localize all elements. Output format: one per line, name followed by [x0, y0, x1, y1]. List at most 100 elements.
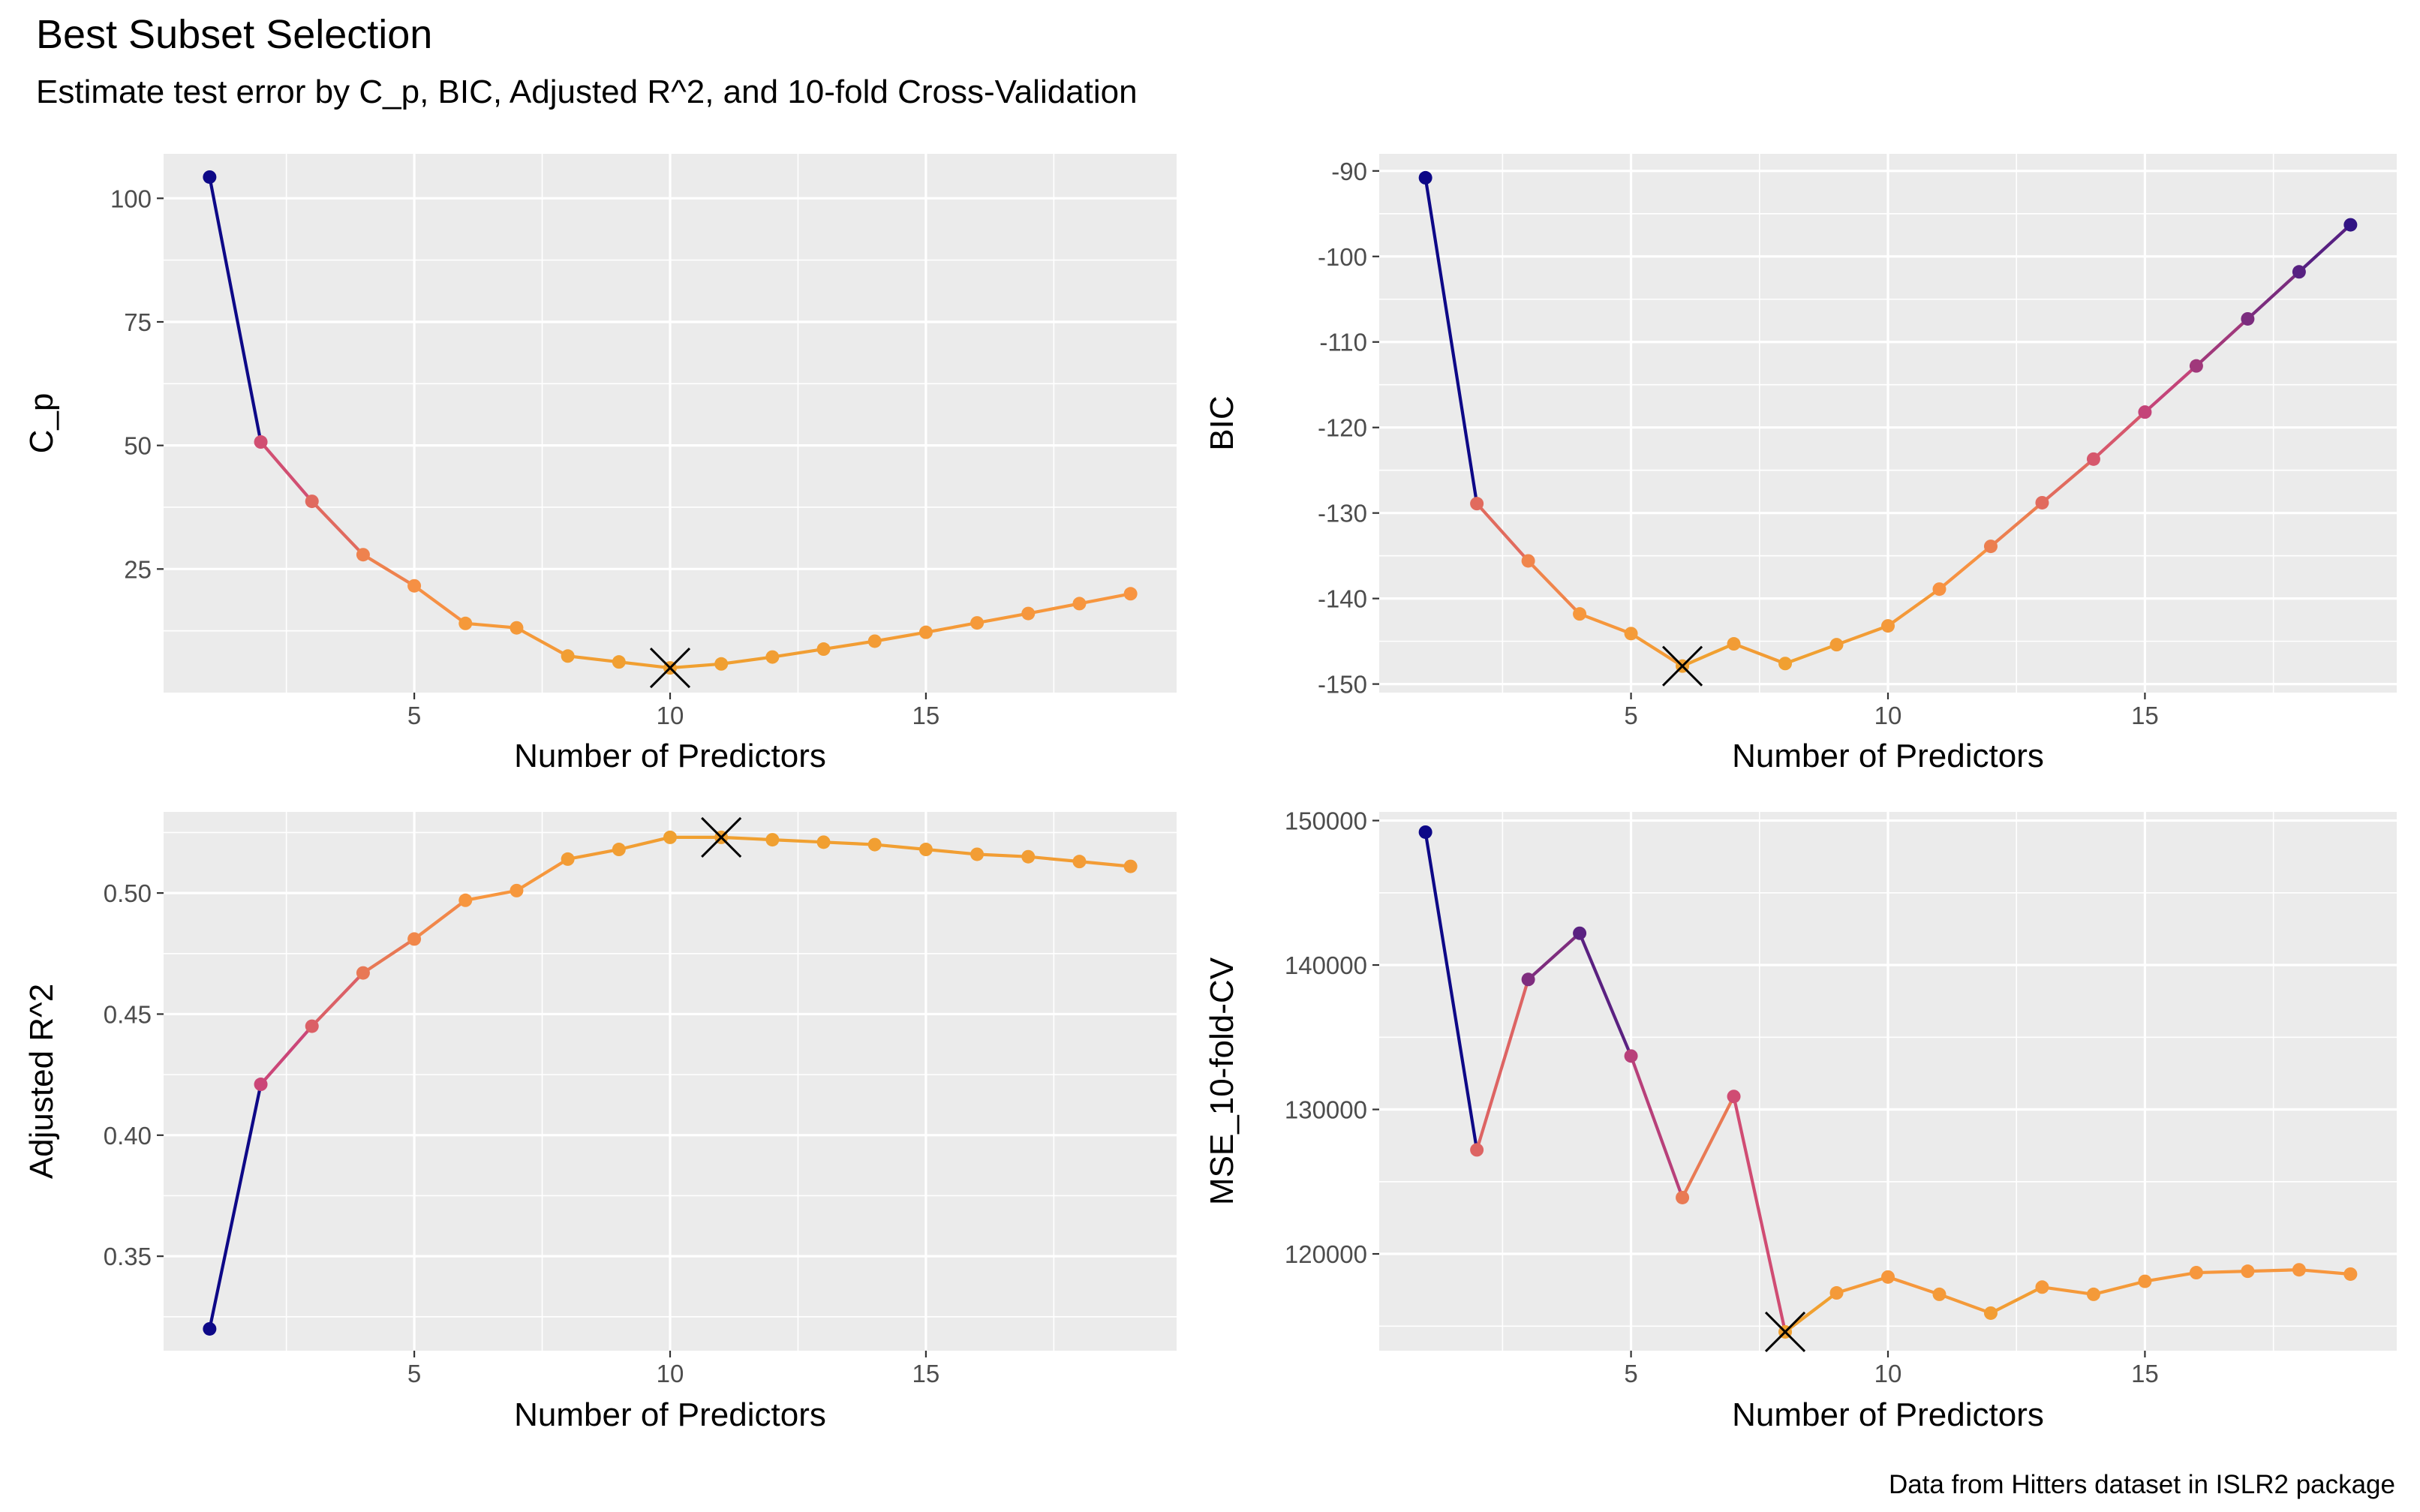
series-line-segment: [310, 499, 365, 557]
data-point: [2292, 1263, 2306, 1277]
data-point: [2189, 1266, 2203, 1280]
series-line-segment: [2091, 410, 2147, 461]
data-point: [816, 835, 831, 849]
x-tick-label: 15: [2131, 1360, 2159, 1387]
series-line-segment: [617, 835, 672, 852]
data-point: [1521, 554, 1535, 568]
series-line-segment: [566, 847, 621, 861]
data-point: [254, 1078, 268, 1092]
best-model-marker: [701, 816, 742, 858]
series-line-segment: [259, 1024, 314, 1087]
plot-subtitle: Estimate test error by C_p, BIC, Adjuste…: [36, 74, 1138, 110]
data-point: [970, 847, 985, 861]
series-line-segment: [720, 655, 774, 666]
series-line-segment: [924, 621, 979, 634]
data-point: [1418, 170, 1432, 185]
series-line-segment: [361, 937, 416, 975]
series-line-segment: [2194, 1270, 2250, 1275]
series-line-segment: [1886, 587, 1941, 628]
y-tick-label: 75: [124, 308, 152, 336]
data-point: [2241, 311, 2255, 326]
data-point: [305, 494, 319, 509]
data-point: [612, 843, 626, 857]
series-line-segment: [1475, 978, 1530, 1152]
data-point: [1470, 1143, 1484, 1157]
series-line-segment: [412, 584, 467, 625]
series-line-segment: [464, 888, 519, 902]
series-line-segment: [1577, 612, 1633, 636]
series-line-segment: [208, 175, 263, 444]
y-tick-label: 0.45: [104, 1000, 152, 1028]
series-line-segment: [1027, 855, 1081, 864]
series-line-segment: [1938, 1292, 1993, 1315]
data-point: [1881, 619, 1895, 633]
series-line-segment: [515, 626, 570, 658]
data-point: [510, 621, 524, 635]
y-tick-label: 140000: [1285, 951, 1367, 979]
data-point: [407, 579, 422, 593]
series-line-segment: [1526, 559, 1582, 616]
series-line-segment: [2091, 1279, 2147, 1297]
data-point: [1418, 825, 1432, 839]
data-point: [1829, 638, 1844, 652]
data-point: [1470, 497, 1484, 511]
y-axis-title: BIC: [1204, 395, 1240, 450]
series-line-segment: [873, 843, 928, 852]
data-point: [1983, 540, 1998, 554]
x-tick-label: 5: [407, 1360, 421, 1387]
data-point: [2292, 265, 2306, 279]
y-tick-label: -130: [1318, 500, 1367, 528]
data-point: [305, 1019, 319, 1033]
data-point: [1727, 1090, 1741, 1104]
series-line-segment: [1629, 632, 1685, 668]
data-point: [1727, 637, 1741, 651]
x-tick-label: 10: [1874, 1360, 1902, 1387]
series-line-segment: [1526, 931, 1582, 981]
data-point: [2035, 495, 2049, 510]
panel-adjusted-r2: 5 10 15 0.35 0.40 0.45 0.50 Number of Predictor…: [23, 812, 1177, 1433]
plot-title: Best Subset Selection: [36, 12, 432, 57]
series-line-segment: [771, 838, 825, 844]
series-line-segment: [1078, 860, 1132, 868]
data-point: [1932, 1287, 1947, 1301]
series-line-segment: [1078, 592, 1132, 606]
series-line-segment: [1629, 1054, 1685, 1200]
series-line-segment: [822, 840, 876, 846]
series-line-segment: [2040, 457, 2096, 505]
series-line-segment: [617, 660, 672, 670]
series-line-segment: [720, 835, 774, 842]
y-tick-label: -110: [1319, 329, 1367, 356]
data-point: [2343, 1267, 2358, 1281]
series-line-segment: [2297, 223, 2352, 274]
x-tick-label: 5: [1624, 702, 1637, 729]
data-point: [2086, 452, 2100, 466]
data-point: [1573, 926, 1587, 940]
data-point: [867, 634, 882, 648]
data-point: [2086, 1287, 2100, 1301]
data-point: [458, 893, 473, 907]
x-tick-label: 15: [912, 702, 940, 729]
series-line-segment: [566, 654, 621, 664]
data-point: [2343, 218, 2358, 232]
series-line-segment: [1783, 1291, 1838, 1334]
x-tick-label: 10: [1874, 702, 1902, 729]
series-line-segment: [1577, 931, 1633, 1058]
series-line-segment: [2143, 364, 2199, 414]
y-axis-title: C_p: [23, 393, 60, 454]
x-tick-label: 10: [657, 1360, 684, 1387]
y-tick-label: -120: [1318, 414, 1367, 442]
data-point: [1932, 582, 1947, 597]
y-tick-label: 100: [110, 185, 152, 212]
data-point: [356, 966, 370, 980]
data-point: [663, 830, 677, 844]
x-axis-title: Number of Predictors: [514, 1396, 826, 1433]
y-tick-label: 0.50: [104, 879, 152, 907]
best-model-marker: [1661, 645, 1703, 687]
series-line-segment: [975, 612, 1030, 625]
series-line-segment: [1989, 500, 2044, 549]
y-tick-label: 120000: [1285, 1240, 1367, 1268]
data-point: [1624, 627, 1638, 641]
x-axis-title: Number of Predictors: [1732, 738, 2044, 774]
data-point: [714, 657, 729, 671]
x-axis-title: Number of Predictors: [1732, 1396, 2044, 1433]
